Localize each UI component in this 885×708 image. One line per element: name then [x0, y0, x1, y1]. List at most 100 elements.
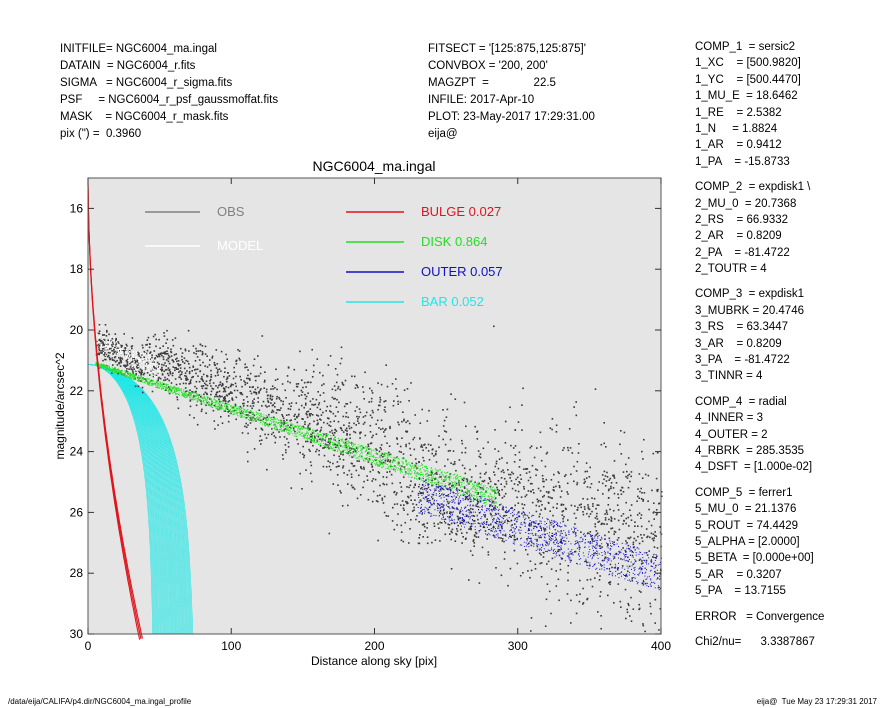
obs-point [396, 443, 399, 445]
disk-component-band [95, 361, 498, 508]
disk-point [256, 412, 258, 414]
obs-point [407, 420, 409, 422]
obs-point [475, 505, 478, 507]
obs-point [500, 470, 503, 473]
obs-point [383, 511, 386, 514]
obs-point [152, 335, 155, 338]
disk-point [246, 410, 247, 412]
disk-point [416, 479, 418, 481]
obs-point [203, 393, 205, 396]
disk-point [192, 398, 194, 400]
disk-point [282, 429, 283, 431]
obs-point [461, 442, 464, 445]
model-point [131, 362, 133, 364]
disk-point [465, 491, 467, 493]
obs-point [158, 338, 160, 341]
disk-point [349, 449, 351, 451]
obs-point [155, 367, 157, 370]
disk-point [281, 430, 283, 432]
obs-point [195, 350, 198, 352]
disk-point [408, 471, 410, 473]
disk-point [330, 447, 332, 449]
disk-point [266, 420, 268, 422]
disk-point [385, 452, 387, 454]
obs-point [351, 486, 354, 489]
model-point [122, 353, 124, 355]
obs-point [653, 511, 655, 513]
disk-point [356, 452, 358, 454]
disk-point [371, 459, 373, 461]
disk-point [352, 448, 354, 450]
model-point [157, 372, 159, 374]
obs-point [233, 371, 236, 373]
obs-point [339, 490, 341, 492]
disk-point [318, 441, 320, 443]
obs-point [490, 514, 492, 516]
obs-point [627, 560, 630, 563]
disk-point [322, 438, 324, 440]
obs-point [246, 382, 249, 384]
disk-point [447, 489, 449, 491]
obs-point [224, 390, 227, 393]
disk-point [379, 454, 381, 456]
obs-point [304, 421, 306, 423]
obs-point [472, 540, 475, 542]
disk-point [258, 420, 260, 422]
disk-point [336, 445, 338, 447]
disk-point [286, 429, 288, 431]
obs-point [189, 389, 191, 391]
disk-point [218, 400, 220, 402]
obs-point [443, 480, 445, 482]
obs-point [210, 403, 213, 406]
disk-point [325, 441, 327, 443]
disk-point [269, 417, 271, 419]
obs-point [250, 392, 253, 395]
disk-point [405, 473, 407, 475]
disk-point [268, 425, 270, 427]
obs-point [538, 499, 540, 502]
obs-point [260, 366, 262, 368]
obs-point [284, 444, 287, 446]
disk-point [189, 396, 191, 398]
obs-point [299, 350, 301, 353]
obs-point [418, 477, 421, 479]
disk-point [286, 428, 288, 430]
disk-point [486, 491, 488, 493]
disk-point [423, 481, 424, 483]
obs-point [355, 384, 358, 386]
disk-point [165, 383, 167, 385]
disk-point [259, 422, 261, 424]
disk-point [421, 474, 423, 476]
disk-point [126, 375, 127, 376]
obs-point [309, 408, 312, 410]
disk-point [208, 403, 210, 405]
obs-point [290, 419, 292, 421]
obs-point [135, 360, 137, 363]
disk-point [473, 497, 475, 499]
obs-point [246, 366, 248, 368]
obs-point [321, 384, 323, 387]
obs-point [543, 530, 546, 532]
obs-point [112, 349, 114, 351]
obs-point [502, 469, 504, 471]
obs-point [422, 536, 424, 538]
disk-point [369, 459, 371, 461]
disk-point [488, 496, 490, 498]
obs-point [174, 367, 176, 369]
disk-point [490, 485, 492, 487]
obs-point [570, 559, 572, 562]
disk-point [406, 463, 408, 465]
obs-point [205, 392, 208, 395]
obs-point [588, 508, 591, 511]
disk-point [386, 452, 388, 454]
obs-point [260, 443, 262, 445]
disk-point [156, 384, 158, 386]
obs-point [316, 406, 319, 409]
obs-point [522, 507, 524, 510]
obs-point [543, 494, 545, 497]
obs-point [309, 413, 311, 415]
obs-point [547, 496, 550, 498]
disk-point [290, 423, 292, 425]
obs-point [509, 535, 512, 537]
obs-point [587, 504, 589, 506]
